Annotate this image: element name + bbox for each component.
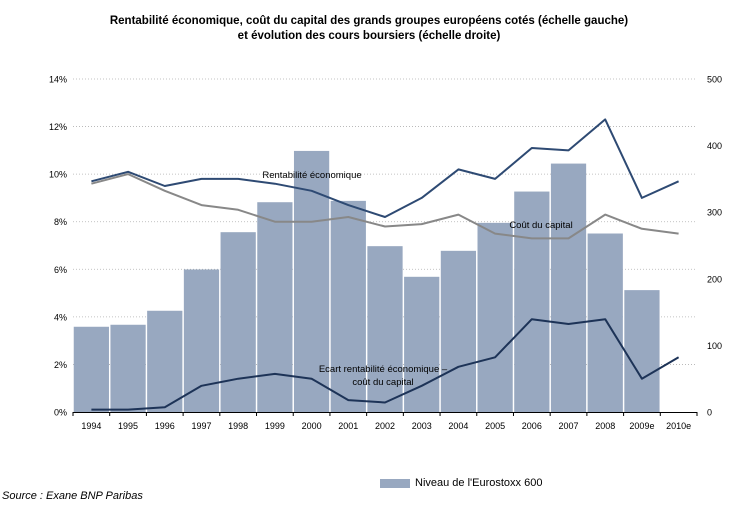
x-tick-label: 2007	[559, 421, 579, 431]
x-tick-label: 1996	[155, 421, 175, 431]
y-right-tick-label: 0	[707, 408, 712, 418]
bar	[514, 191, 550, 412]
legend-swatch	[380, 478, 410, 488]
bar	[404, 276, 440, 412]
y-left-tick-label: 12%	[49, 122, 67, 132]
chart-title-line1: Rentabilité économique, coût du capital …	[109, 15, 629, 27]
x-tick-label: 2008	[595, 421, 615, 431]
y-left-tick-label: 8%	[54, 217, 67, 227]
bar	[440, 250, 477, 412]
y-right-tick-label: 500	[707, 75, 722, 85]
y-left-tick-label: 6%	[54, 265, 67, 275]
y-left-tick-label: 14%	[49, 75, 67, 85]
x-tick-label: 2010e	[666, 421, 691, 431]
series-label: Ecart rentabilité économique – coût du ca…	[319, 364, 448, 388]
bar	[73, 326, 109, 412]
y-left-tick-label: 4%	[54, 312, 67, 322]
source-note: Source : Exane BNP Paribas	[2, 490, 143, 502]
bars	[73, 150, 660, 413]
x-tick-label: 2004	[448, 421, 468, 431]
x-tick-label: 1998	[228, 421, 248, 431]
y-right-tick-label: 300	[707, 208, 722, 218]
bar	[110, 324, 146, 412]
y-right-tick-label: 100	[707, 341, 722, 351]
series-label: Rentabilité économique	[262, 170, 361, 181]
x-tick-label: 1994	[81, 421, 101, 431]
series-labels: Rentabilité économique Coût du capital Eca…	[262, 170, 572, 388]
chart-title: Rentabilité économique, coût du capital …	[0, 14, 738, 44]
x-tick-label: 2006	[522, 421, 542, 431]
bar	[183, 269, 220, 412]
x-tick-label: 2005	[485, 421, 505, 431]
bar	[220, 232, 256, 412]
x-tick-label: 2000	[302, 421, 322, 431]
axes: 0% 2% 4% 6% 8% 10% 12% 14% 0 100 200 300 400 500 1994 1…	[49, 75, 722, 432]
bar	[624, 290, 660, 412]
series-line	[91, 118, 680, 218]
y-right-tick-label: 400	[707, 141, 722, 151]
y-right-tick-label: 200	[707, 274, 722, 284]
bar	[257, 202, 293, 412]
chart-title-line2: et évolution des cours boursiers (échell…	[237, 30, 501, 42]
y-left-tick-label: 0%	[54, 408, 67, 418]
legend-label: Niveau de l'Eurostoxx 600	[415, 477, 543, 490]
bar	[367, 246, 403, 412]
x-tick-label: 2002	[375, 421, 395, 431]
bar	[477, 222, 513, 412]
series-label: Coût du capital	[509, 220, 572, 231]
y-left-tick-label: 10%	[49, 170, 67, 180]
series-line	[91, 173, 679, 240]
y-left-tick-label: 2%	[54, 360, 67, 370]
bar	[550, 163, 587, 412]
x-tick-label: 1995	[118, 421, 138, 431]
legend: Niveau de l'Eurostoxx 600	[380, 477, 542, 489]
x-tick-label: 1999	[265, 421, 285, 431]
x-tick-label: 1997	[191, 421, 211, 431]
x-tick-label: 2001	[338, 421, 358, 431]
bar	[147, 310, 183, 412]
bar	[587, 233, 623, 412]
bar	[330, 200, 366, 412]
x-tick-label: 2009e	[629, 421, 654, 431]
series-line	[91, 318, 680, 411]
x-tick-label: 2003	[412, 421, 432, 431]
lines	[91, 118, 680, 411]
